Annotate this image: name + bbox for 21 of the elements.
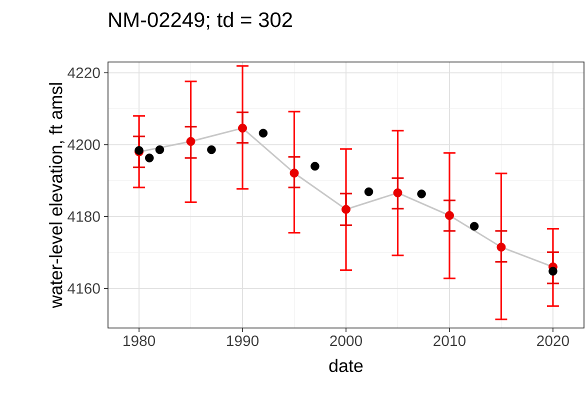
point	[155, 145, 164, 154]
point	[310, 162, 320, 171]
x-tick-label: 2020	[537, 336, 569, 346]
point	[207, 145, 216, 154]
point	[417, 190, 426, 198]
chart-title: NM-02249; td = 302	[109, 12, 292, 30]
y-tick-label: 4160	[68, 283, 100, 294]
y-tick-label: 4180	[68, 211, 100, 222]
x-tick-label: 1980	[124, 336, 156, 346]
x-tick-label: 2010	[434, 336, 466, 346]
x-tick-label: 1990	[227, 336, 259, 346]
point	[548, 266, 558, 276]
y-axis-title: water-level elevation, ft amsl	[49, 83, 64, 308]
point	[258, 128, 268, 138]
y-tick-label: 4220	[68, 67, 100, 78]
point	[470, 222, 479, 231]
y-tick-label: 4200	[68, 139, 100, 150]
point	[364, 187, 374, 196]
x-tick-label: 2000	[330, 336, 362, 346]
x-axis-title: date	[329, 358, 363, 372]
point	[145, 154, 154, 162]
